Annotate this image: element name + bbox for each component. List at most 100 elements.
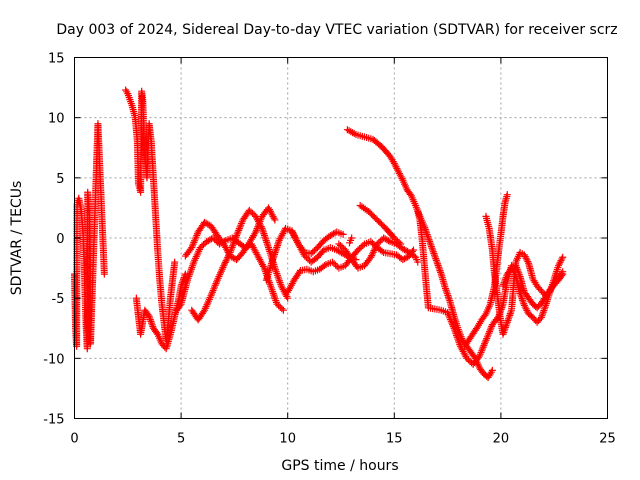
- data-point-trail: [142, 308, 152, 319]
- data-point-trail: [358, 203, 371, 214]
- data-point: [100, 270, 108, 278]
- data-point-trail: [227, 233, 240, 255]
- data-point-trail: [228, 253, 239, 263]
- data-point: [245, 206, 253, 214]
- data-point-trail: [538, 294, 549, 305]
- data-point-trail: [315, 238, 327, 250]
- x-tick-label: 15: [386, 432, 403, 447]
- y-tick-label: 15: [48, 52, 65, 67]
- data-point-trail: [125, 92, 133, 102]
- data-point: [429, 246, 437, 254]
- data-point-trail: [137, 308, 149, 336]
- data-point-trail: [191, 245, 203, 264]
- data-point: [441, 285, 449, 293]
- data-point-trail: [303, 249, 313, 257]
- x-tick-label: 0: [70, 432, 78, 447]
- data-point: [488, 366, 496, 374]
- series-trace-q: [499, 262, 567, 312]
- data-point-trail: [79, 230, 88, 264]
- data-point-trail: [388, 238, 398, 247]
- series-trace-e: [181, 204, 279, 264]
- data-point-trail: [267, 284, 280, 306]
- data-point-trail: [433, 305, 443, 314]
- data-point-trail: [468, 325, 480, 339]
- data-point-trail: [221, 250, 233, 268]
- data-point: [226, 248, 234, 256]
- data-point: [559, 253, 567, 261]
- data-point-trail: [77, 206, 87, 234]
- data-point-trail: [477, 365, 487, 376]
- data-point-trail: [530, 315, 540, 325]
- data-point-trail: [513, 250, 523, 264]
- data-point-trail: [421, 224, 432, 240]
- data-point-trail: [356, 242, 367, 253]
- data-point-trail: [195, 308, 207, 322]
- data-point-trail: [521, 303, 532, 316]
- data-point-trail: [479, 311, 489, 322]
- data-point: [395, 168, 403, 176]
- data-point-trail: [265, 206, 278, 222]
- data-point: [397, 240, 405, 248]
- data-point-trail: [236, 240, 247, 250]
- data-point-trail: [513, 263, 523, 279]
- data-point-trail: [490, 314, 501, 327]
- data-point-trail: [289, 230, 301, 246]
- data-point-trail: [184, 260, 197, 282]
- data-point-trail: [328, 229, 339, 239]
- data-point-trail: [535, 301, 544, 310]
- data-point-trail: [500, 272, 511, 288]
- data-point-trail: [530, 301, 540, 311]
- series-trace-m: [356, 202, 405, 248]
- data-point-trail: [442, 286, 453, 303]
- data-point-trail: [155, 332, 165, 346]
- data-point: [463, 354, 471, 362]
- data-point-trail: [154, 248, 164, 282]
- data-point-trail: [539, 289, 548, 298]
- data-point: [367, 253, 375, 261]
- data-point-trail: [551, 264, 562, 281]
- data-point-trail: [464, 356, 476, 367]
- data-point: [145, 312, 153, 320]
- x-axis-label: GPS time / hours: [281, 458, 398, 474]
- series-trace-b: [122, 86, 179, 344]
- data-point-trail: [483, 322, 496, 343]
- data-point-trail: [375, 245, 386, 255]
- data-point-trail: [464, 344, 474, 355]
- series-trace-d: [173, 234, 287, 314]
- data-point-trail: [131, 116, 141, 144]
- series-trace-k: [346, 234, 356, 247]
- y-tick-label: -5: [52, 292, 65, 307]
- data-point-trail: [278, 284, 291, 300]
- data-point-trail: [538, 303, 549, 320]
- data-point-trail: [475, 318, 485, 329]
- data-point-trail: [317, 262, 328, 272]
- data-point-trail: [517, 291, 528, 308]
- data-point-trail: [444, 310, 457, 331]
- data-point-trail: [178, 278, 191, 306]
- data-point-trail: [322, 233, 333, 243]
- data-point-trail: [73, 202, 81, 348]
- y-tick-label: 10: [48, 112, 65, 127]
- data-point-trail: [392, 236, 403, 247]
- data-point-trail: [342, 248, 355, 262]
- data-point: [390, 159, 398, 167]
- data-point: [328, 258, 336, 266]
- data-point-trail: [556, 269, 565, 279]
- data-point-trail: [284, 225, 294, 234]
- data-point-trail: [328, 244, 339, 253]
- data-point-trail: [485, 368, 495, 380]
- data-point: [390, 234, 398, 242]
- data-point-trail: [309, 254, 320, 265]
- data-point-trail: [407, 250, 418, 260]
- data-point: [354, 246, 362, 254]
- data-point: [284, 294, 292, 302]
- data-point-trail: [535, 315, 544, 325]
- data-point-trail: [178, 272, 189, 288]
- data-point: [271, 216, 279, 224]
- data-point-trail: [418, 236, 428, 264]
- data-point-trail: [388, 250, 398, 258]
- data-point-trail: [476, 338, 489, 358]
- data-point-trail: [394, 241, 405, 252]
- data-point: [503, 191, 511, 199]
- data-point: [307, 250, 315, 258]
